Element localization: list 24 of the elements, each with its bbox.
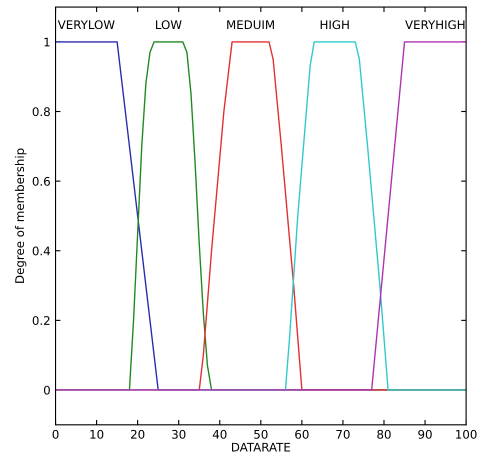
- x-tick-label: 70: [336, 430, 350, 439]
- x-tick-label: 100: [456, 430, 477, 439]
- x-tick-label: 50: [254, 430, 268, 439]
- series-label: LOW: [156, 20, 182, 30]
- y-tick-label: 1: [44, 38, 50, 46]
- x-tick-label: 80: [377, 430, 391, 439]
- series-label: VERYLOW: [58, 20, 115, 30]
- y-tick-label: 0.4: [32, 246, 50, 256]
- x-tick-label: 40: [212, 430, 226, 439]
- y-tick-label: 0.6: [32, 176, 50, 186]
- x-axis-title: DATARATE: [232, 442, 290, 452]
- x-tick-label: 0: [52, 430, 59, 439]
- x-tick-label: 60: [295, 430, 309, 439]
- y-axis-title: Degree of membership: [14, 148, 26, 283]
- series-label: VERYHIGH: [405, 20, 464, 30]
- y-tick-label: 0.8: [32, 107, 50, 116]
- x-tick-label: 30: [172, 430, 186, 439]
- x-tick-label: 20: [131, 430, 144, 439]
- series-label: MEDUIM: [227, 20, 274, 30]
- y-tick-label: 0.2: [32, 316, 50, 326]
- series-label: HIGH: [320, 20, 349, 30]
- y-tick-label: 0: [44, 386, 50, 395]
- x-tick-label: 90: [418, 430, 432, 439]
- x-tick-label: 10: [90, 430, 104, 439]
